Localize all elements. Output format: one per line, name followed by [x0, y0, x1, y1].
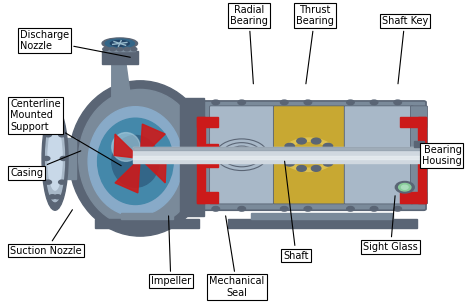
Circle shape: [60, 156, 67, 160]
Circle shape: [399, 184, 411, 191]
Polygon shape: [133, 147, 426, 150]
Circle shape: [282, 138, 336, 172]
Circle shape: [304, 207, 312, 211]
Circle shape: [212, 100, 219, 105]
Ellipse shape: [79, 89, 201, 227]
Polygon shape: [95, 219, 199, 227]
Polygon shape: [197, 191, 218, 203]
Circle shape: [370, 207, 378, 211]
Text: Shaft: Shaft: [283, 161, 309, 261]
Circle shape: [59, 180, 65, 184]
FancyBboxPatch shape: [210, 106, 274, 204]
Circle shape: [285, 143, 294, 149]
Polygon shape: [400, 191, 426, 203]
Text: Impeller: Impeller: [151, 216, 191, 286]
Circle shape: [55, 195, 61, 199]
Polygon shape: [64, 138, 76, 178]
Circle shape: [289, 143, 328, 167]
Ellipse shape: [88, 107, 182, 216]
Circle shape: [370, 100, 378, 105]
Circle shape: [43, 156, 50, 160]
Circle shape: [110, 47, 116, 51]
Ellipse shape: [69, 81, 211, 236]
Polygon shape: [414, 141, 424, 147]
Circle shape: [117, 47, 123, 51]
Circle shape: [346, 207, 354, 211]
Polygon shape: [114, 134, 140, 159]
Circle shape: [59, 133, 65, 137]
Text: Thrust
Bearing: Thrust Bearing: [296, 5, 334, 84]
Polygon shape: [197, 117, 205, 203]
Text: Suction Nozzle: Suction Nozzle: [10, 210, 82, 255]
Text: Shaft Key: Shaft Key: [382, 16, 428, 84]
Circle shape: [401, 185, 408, 189]
Ellipse shape: [105, 39, 135, 48]
FancyBboxPatch shape: [410, 106, 428, 204]
Circle shape: [55, 118, 61, 122]
Ellipse shape: [102, 38, 137, 49]
Circle shape: [124, 47, 130, 51]
Polygon shape: [228, 219, 417, 227]
Polygon shape: [206, 144, 218, 167]
Text: Sight Glass: Sight Glass: [363, 196, 418, 252]
Ellipse shape: [112, 133, 140, 161]
Polygon shape: [180, 98, 204, 216]
Circle shape: [45, 180, 52, 184]
Polygon shape: [115, 159, 140, 193]
Polygon shape: [102, 51, 138, 63]
Polygon shape: [400, 117, 426, 127]
Circle shape: [323, 143, 333, 149]
Circle shape: [285, 160, 294, 166]
Ellipse shape: [98, 118, 173, 204]
Circle shape: [394, 100, 401, 105]
Polygon shape: [197, 117, 218, 127]
Circle shape: [238, 207, 246, 211]
Polygon shape: [251, 213, 393, 219]
Circle shape: [103, 47, 109, 51]
Polygon shape: [133, 147, 426, 163]
Text: Radial
Bearing: Radial Bearing: [230, 5, 268, 84]
Text: Discharge
Nozzle: Discharge Nozzle: [19, 30, 130, 57]
Ellipse shape: [110, 40, 129, 46]
Circle shape: [131, 47, 137, 51]
FancyBboxPatch shape: [344, 106, 413, 204]
Circle shape: [237, 152, 246, 158]
Circle shape: [299, 148, 319, 161]
Circle shape: [45, 133, 52, 137]
Polygon shape: [418, 117, 426, 203]
Circle shape: [395, 182, 414, 193]
Circle shape: [212, 207, 219, 211]
Circle shape: [394, 207, 401, 211]
Ellipse shape: [112, 136, 159, 187]
Circle shape: [281, 207, 288, 211]
Circle shape: [49, 118, 56, 122]
Ellipse shape: [46, 115, 64, 202]
Polygon shape: [121, 213, 173, 219]
Ellipse shape: [48, 127, 62, 190]
Circle shape: [297, 138, 306, 144]
Circle shape: [49, 195, 56, 199]
Text: Centerline
Mounted
Support: Centerline Mounted Support: [10, 99, 121, 166]
Polygon shape: [133, 156, 426, 159]
Circle shape: [311, 165, 321, 171]
Text: Mechanical
Seal: Mechanical Seal: [210, 216, 264, 298]
FancyBboxPatch shape: [201, 101, 426, 210]
Circle shape: [281, 100, 288, 105]
Polygon shape: [140, 159, 166, 183]
Circle shape: [346, 100, 354, 105]
FancyBboxPatch shape: [273, 106, 345, 204]
Polygon shape: [140, 124, 165, 159]
Circle shape: [297, 165, 306, 171]
Circle shape: [328, 152, 337, 158]
Circle shape: [281, 152, 290, 158]
Ellipse shape: [42, 107, 68, 210]
Circle shape: [304, 100, 312, 105]
Text: Casing: Casing: [10, 151, 81, 178]
Text: Bearing
Housing: Bearing Housing: [422, 145, 462, 166]
Polygon shape: [112, 63, 131, 98]
Polygon shape: [105, 48, 136, 51]
Circle shape: [311, 138, 321, 144]
Circle shape: [323, 160, 333, 166]
Circle shape: [238, 100, 246, 105]
